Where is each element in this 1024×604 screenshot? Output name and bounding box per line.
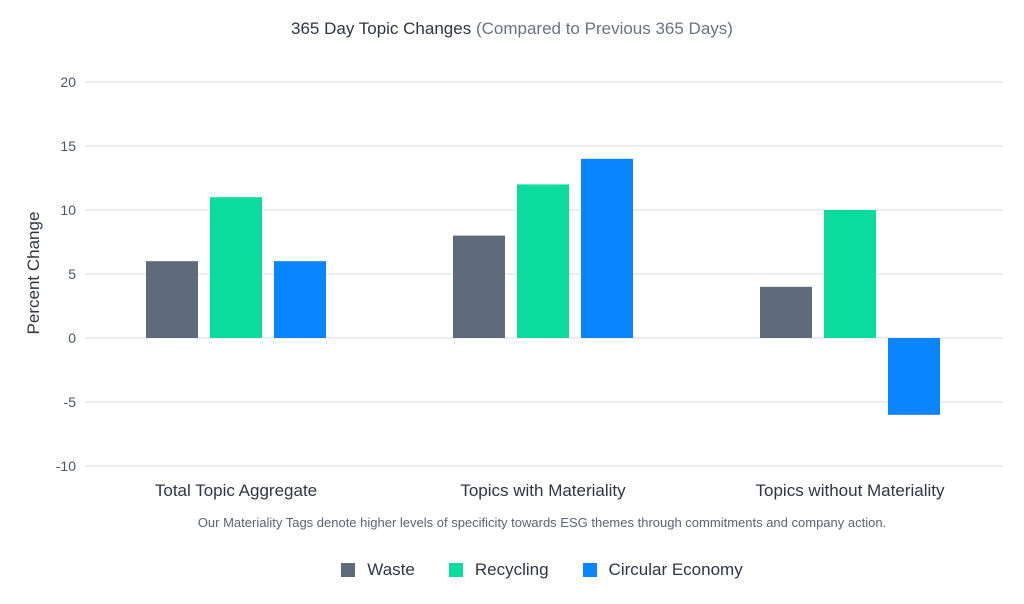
chart-subtitle: (Compared to Previous 365 Days)	[475, 19, 733, 38]
legend-item-waste: Waste	[341, 560, 415, 580]
bar-circular-economy-3	[888, 338, 940, 415]
chart-title: 365 Day Topic Changes (Compared to Previ…	[0, 19, 1024, 39]
legend-swatch-recycling	[448, 563, 463, 577]
bar-waste-3	[760, 286, 812, 338]
legend-label-waste: Waste	[367, 560, 415, 579]
y-tick-label: 10	[60, 202, 76, 218]
chart-caption: Our Materiality Tags denote higher level…	[197, 515, 887, 530]
bar-circular-economy-1	[274, 261, 326, 338]
x-tick-label: Total Topic Aggregate	[155, 481, 317, 500]
legend-item-recycling: Recycling	[448, 560, 549, 580]
bar-waste-2	[453, 235, 505, 338]
y-tick-label: 5	[68, 266, 76, 282]
bar-recycling-2	[517, 184, 569, 338]
y-tick-label: 20	[60, 74, 76, 90]
legend-item-circular-economy: Circular Economy	[582, 560, 743, 580]
y-tick-labels: 20 15 10 5 0 -5 -10	[56, 74, 76, 474]
legend: Waste Recycling Circular Economy	[0, 560, 1024, 580]
y-tick-label: 15	[60, 138, 76, 154]
legend-label-recycling: Recycling	[474, 560, 549, 579]
y-tick-label: -10	[56, 458, 76, 474]
x-tick-labels: Total Topic Aggregate Topics with Materia…	[155, 481, 945, 500]
bar-recycling-1	[210, 197, 262, 338]
bar-recycling-3	[824, 210, 876, 338]
chart-title-main: 365 Day Topic Changes	[291, 19, 472, 38]
bar-circular-economy-2	[581, 158, 633, 338]
legend-swatch-circular-economy	[582, 563, 597, 577]
bars	[146, 158, 940, 415]
legend-label-circular-economy: Circular Economy	[608, 560, 743, 579]
y-axis-label: Percent Change	[24, 212, 43, 335]
y-tick-label: 0	[68, 330, 76, 346]
x-tick-label: Topics with Materiality	[460, 481, 626, 500]
bar-waste-1	[146, 261, 198, 338]
x-tick-label: Topics without Materiality	[756, 481, 945, 500]
y-tick-label: -5	[64, 394, 77, 410]
legend-swatch-waste	[341, 563, 356, 577]
